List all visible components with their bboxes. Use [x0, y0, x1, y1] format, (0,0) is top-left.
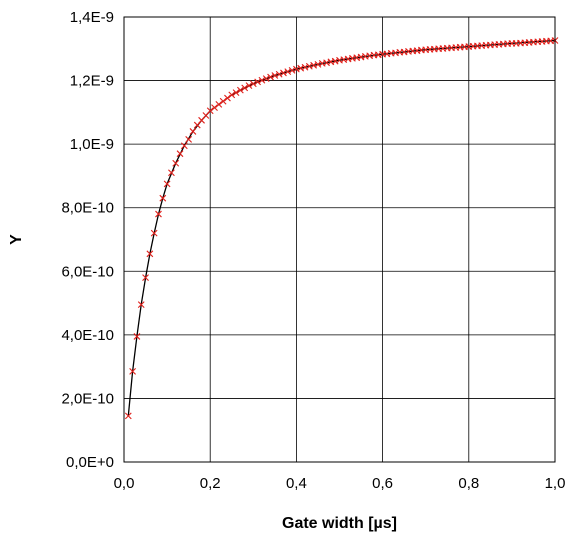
data-point [219, 97, 227, 105]
y-tick-label: 1,0E-9 [70, 136, 114, 153]
y-tick-label: 6,0E-10 [61, 263, 114, 280]
data-point [124, 412, 132, 420]
data-point [142, 274, 149, 282]
data-point [224, 94, 231, 102]
data-point [241, 84, 249, 92]
data-point [288, 67, 296, 74]
y-tick-label: 4,0E-10 [61, 327, 114, 344]
data-point [211, 104, 218, 111]
x-tick-label: 0,6 [372, 475, 393, 492]
data-point [245, 82, 253, 90]
y-tick-label: 0,0E+0 [66, 454, 114, 471]
data-point [284, 68, 292, 76]
data-point [146, 250, 154, 258]
data-point [176, 150, 184, 158]
data-point [271, 72, 279, 79]
data-point [137, 301, 145, 309]
fit-line [127, 39, 556, 416]
x-tick-label: 0,2 [200, 475, 221, 492]
x-tick-label: 0,4 [286, 475, 307, 492]
x-axis-title: Gate width [µs] [282, 515, 397, 532]
plot-frame [123, 16, 556, 463]
data-point [129, 368, 137, 375]
x-tick-labels: 0,0 0,2 0,4 0,6 0,8 1,0 [114, 475, 566, 492]
data-point [185, 135, 193, 143]
y-axis-title: Y [8, 234, 25, 245]
data-point [206, 107, 214, 115]
data-point [232, 89, 240, 97]
y-tick-label: 1,2E-9 [70, 73, 114, 90]
data-point [254, 78, 261, 86]
data-markers [124, 37, 559, 420]
data-point [180, 142, 188, 150]
data-point [189, 128, 197, 135]
y-tick-labels: 0,0E+0 2,0E-10 4,0E-10 6,0E-10 8,0E-10 1,0E-9… [61, 9, 114, 471]
data-point [258, 76, 266, 84]
data-point [267, 73, 274, 81]
data-point [249, 80, 257, 88]
data-point [163, 180, 171, 188]
data-point [172, 159, 180, 167]
y-tick-label: 2,0E-10 [61, 390, 114, 407]
data-point [168, 169, 175, 177]
data-point [215, 101, 223, 108]
x-tick-label: 0,8 [458, 475, 479, 492]
data-point [236, 86, 244, 94]
data-point [275, 70, 283, 78]
x-tick-label: 1,0 [545, 475, 566, 492]
y-tick-label: 1,4E-9 [70, 9, 114, 26]
data-point [262, 75, 270, 83]
data-point [280, 69, 287, 77]
data-point [159, 194, 167, 202]
data-point [155, 210, 162, 218]
data-point [228, 91, 236, 99]
gridlines [123, 16, 556, 463]
fit-line-layer [127, 39, 556, 416]
y-tick-label: 8,0E-10 [61, 200, 114, 217]
data-point [133, 333, 141, 340]
data-point [150, 229, 158, 237]
x-tick-label: 0,0 [114, 475, 135, 492]
